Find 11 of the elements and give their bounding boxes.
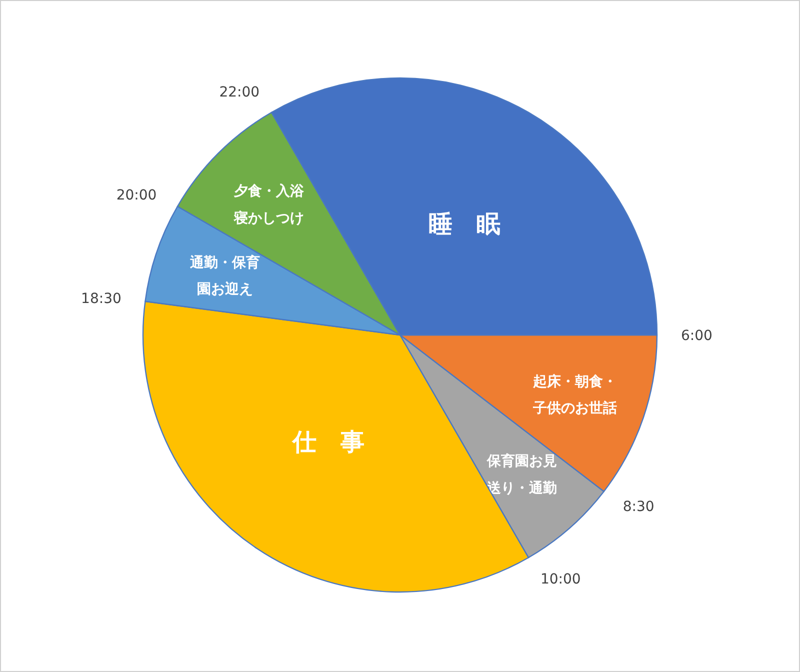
text: 20:00 xyxy=(116,187,157,204)
slice-label: 睡 眠 xyxy=(428,210,500,238)
text: 8:30 xyxy=(622,499,654,516)
slice-label: 起床・朝食・子供のお世話 xyxy=(532,373,618,417)
text: 10:00 xyxy=(540,571,581,588)
slice-label: 仕 事 xyxy=(292,428,365,456)
text: 22:00 xyxy=(219,84,260,101)
slice-label: 夕食・入浴寝かしつけ xyxy=(233,184,306,226)
slice-label: 通勤・保育園お迎え xyxy=(188,254,260,298)
text: 6:00 xyxy=(681,328,712,344)
text: 18:30 xyxy=(81,291,122,308)
